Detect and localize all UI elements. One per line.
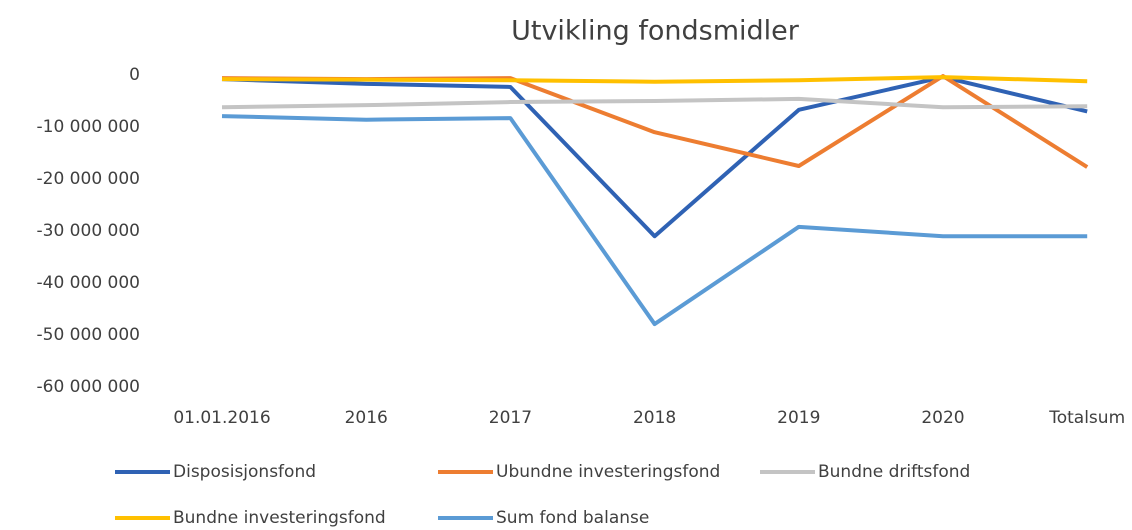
- y-tick-label: -20 000 000: [37, 169, 140, 189]
- y-tick-label: -30 000 000: [37, 221, 140, 241]
- y-tick-label: -10 000 000: [37, 117, 140, 137]
- y-tick-label: -40 000 000: [37, 273, 140, 293]
- x-tick-label: Totalsum: [1048, 408, 1125, 428]
- series-line: [221, 114, 1088, 327]
- chart-title: Utvikling fondsmidler: [511, 16, 800, 47]
- x-tick-label: 2019: [777, 408, 820, 428]
- x-tick-label: 2017: [489, 408, 532, 428]
- series-line: [221, 74, 1089, 169]
- legend-label: Ubundne investeringsfond: [496, 462, 720, 482]
- x-tick-label: 2020: [921, 408, 964, 428]
- series-line: [221, 75, 1088, 84]
- x-tick-label: 2016: [345, 408, 388, 428]
- series-line: [221, 96, 1088, 110]
- x-tick-label: 2018: [633, 408, 676, 428]
- legend-label: Disposisjonsfond: [173, 462, 316, 482]
- legend-label: Bundne driftsfond: [818, 462, 970, 482]
- y-tick-label: -60 000 000: [37, 377, 140, 397]
- x-tick-label: 01.01.2016: [173, 408, 270, 428]
- legend-label: Sum fond balanse: [496, 508, 649, 528]
- legend-label: Bundne investeringsfond: [173, 508, 386, 528]
- y-tick-label: 0: [129, 65, 140, 85]
- y-tick-label: -50 000 000: [37, 325, 140, 345]
